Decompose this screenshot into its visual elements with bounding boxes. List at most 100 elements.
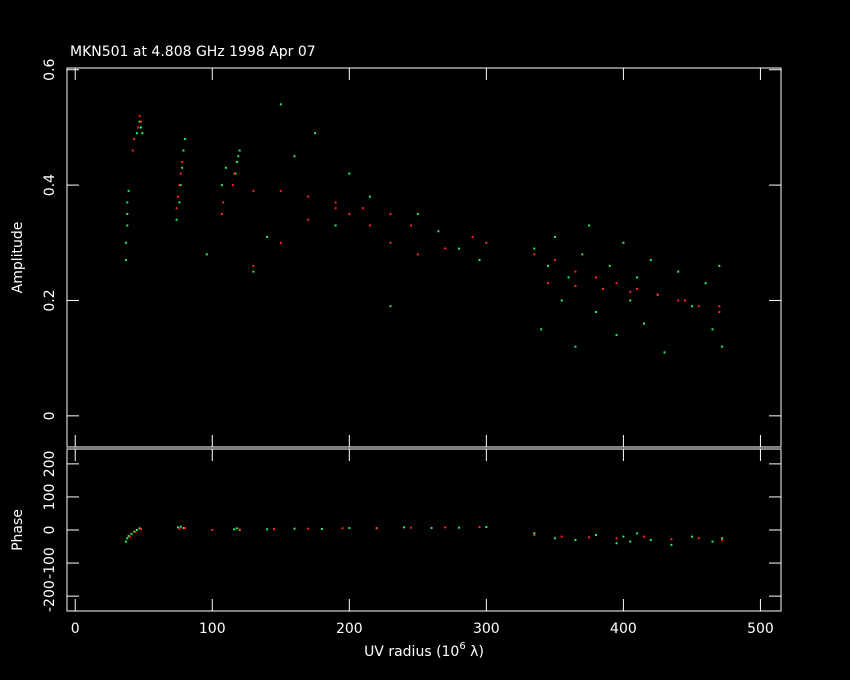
data-point <box>272 528 275 531</box>
data-point <box>237 155 240 158</box>
data-point <box>233 528 236 531</box>
data-point <box>130 532 133 535</box>
y-tick-label: 0.6 <box>42 59 58 81</box>
data-point <box>320 528 323 531</box>
data-point <box>205 253 208 256</box>
data-point <box>279 103 282 106</box>
y-tick-label: 0.4 <box>42 174 58 196</box>
data-point <box>478 526 481 529</box>
data-point <box>533 247 536 250</box>
data-point <box>622 535 625 538</box>
data-point <box>234 172 237 175</box>
data-point <box>485 241 488 244</box>
data-point <box>574 285 577 288</box>
data-point <box>718 264 721 267</box>
data-point <box>670 543 673 546</box>
data-point <box>560 535 563 538</box>
data-point <box>138 527 141 530</box>
data-point <box>547 282 550 285</box>
data-point <box>362 207 365 210</box>
data-point <box>403 526 406 529</box>
data-point <box>642 535 645 538</box>
data-point <box>126 201 129 204</box>
data-point <box>231 184 234 187</box>
data-point <box>389 305 392 308</box>
data-point <box>124 540 127 543</box>
data-point <box>140 120 143 123</box>
data-point <box>238 528 241 531</box>
data-point <box>485 526 488 529</box>
chart-title: MKN501 at 4.808 GHz 1998 Apr 07 <box>70 44 316 60</box>
x-tick-label: 300 <box>473 621 500 637</box>
data-point <box>307 218 310 221</box>
data-point <box>547 264 550 267</box>
data-point <box>615 537 618 540</box>
data-point <box>574 345 577 348</box>
data-point <box>211 529 214 531</box>
data-point <box>334 201 337 204</box>
y-axis-label: Amplitude <box>10 222 26 294</box>
data-point <box>711 328 714 331</box>
data-point <box>182 149 185 152</box>
data-point <box>457 247 460 250</box>
data-point <box>649 259 652 262</box>
y-tick-label: 100 <box>42 484 58 511</box>
data-point <box>368 224 371 227</box>
data-point <box>135 529 138 531</box>
data-point <box>629 290 632 293</box>
y-tick-label: 0 <box>42 411 58 420</box>
data-point <box>457 526 460 529</box>
data-point <box>135 132 138 135</box>
data-point <box>220 184 223 187</box>
data-point <box>409 526 412 529</box>
data-point <box>594 311 597 314</box>
data-point <box>540 328 543 331</box>
data-point <box>177 526 180 529</box>
data-point <box>478 259 481 262</box>
data-point <box>178 527 181 530</box>
data-point <box>252 270 255 273</box>
x-tick-label: 500 <box>747 621 774 637</box>
data-point <box>533 533 536 536</box>
data-point <box>615 542 618 545</box>
y-tick-label: -100 <box>42 547 58 579</box>
data-point <box>629 540 632 543</box>
data-point <box>721 537 724 540</box>
data-point <box>430 527 433 530</box>
data-point <box>368 195 371 198</box>
data-point <box>533 253 536 256</box>
data-point <box>697 305 700 308</box>
data-point <box>126 224 129 227</box>
data-point <box>677 270 680 273</box>
data-point <box>140 528 143 531</box>
x-axis-label: UV radius (106 λ) <box>364 641 484 660</box>
x-tick-label: 0 <box>71 621 80 637</box>
plot-frame <box>66 67 782 448</box>
data-point <box>594 533 597 536</box>
data-point <box>181 166 184 169</box>
data-point <box>181 161 184 164</box>
data-point <box>138 120 141 123</box>
data-point <box>656 293 659 296</box>
data-point <box>178 201 181 204</box>
data-point <box>134 530 137 533</box>
data-point <box>293 527 296 530</box>
y-tick-label: 0 <box>42 526 58 535</box>
data-point <box>334 224 337 227</box>
data-point <box>615 282 618 285</box>
data-point <box>711 540 714 543</box>
data-point <box>721 538 724 541</box>
data-point <box>222 201 225 204</box>
data-point <box>389 212 392 215</box>
y-tick-label: 0.2 <box>42 289 58 311</box>
data-point <box>183 137 186 140</box>
data-point <box>690 535 693 538</box>
y-axis-label: Phase <box>10 509 26 551</box>
data-point <box>718 305 721 308</box>
x-tick-label: 400 <box>610 621 637 637</box>
data-point <box>663 351 666 354</box>
data-point <box>567 276 570 279</box>
data-point <box>553 259 556 262</box>
x-tick-label: 100 <box>199 621 226 637</box>
